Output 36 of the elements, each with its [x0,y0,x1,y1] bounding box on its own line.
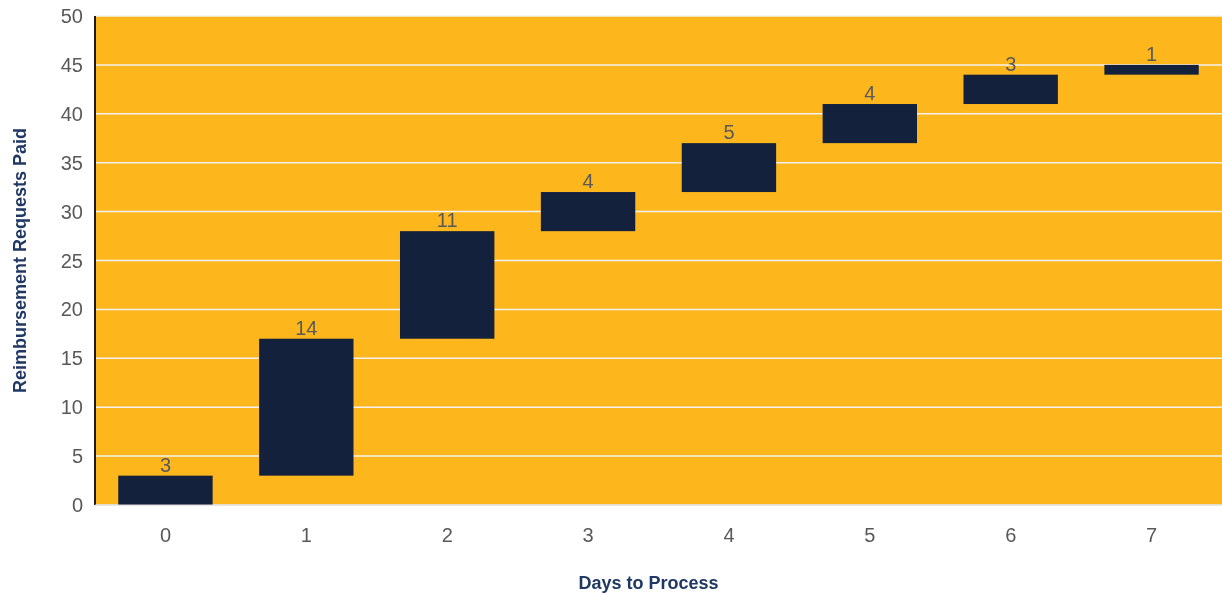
bar [822,104,918,144]
y-tick-label: 5 [71,445,83,468]
y-tick-label: 40 [60,102,83,125]
bar [681,143,777,193]
x-tick-label: 0 [159,524,171,546]
y-tick-label: 20 [60,298,83,321]
x-axis-title: Days to Process [578,573,719,593]
y-tick-label: 0 [71,494,83,516]
data-label: 4 [582,170,594,193]
x-tick-label: 4 [723,524,735,546]
data-label: 4 [864,82,876,105]
y-tick-label: 15 [60,347,83,370]
x-tick-label: 7 [1146,524,1158,546]
x-tick-label: 5 [864,524,876,546]
y-tick-label: 25 [60,249,83,272]
data-label: 1 [1146,42,1158,65]
x-tick-label: 3 [582,524,594,546]
y-axis-title: Reimbursement Requests Paid [10,127,30,394]
y-tick-label: 35 [60,151,83,174]
bar [399,231,495,339]
data-label: 3 [159,453,171,476]
y-tick-label: 10 [60,396,83,419]
bar [1104,64,1199,75]
x-tick-label: 6 [1005,524,1017,546]
y-tick-label: 30 [60,200,83,223]
data-label: 14 [295,316,318,339]
bar [540,192,636,232]
x-tick-label: 1 [300,524,312,546]
y-tick-label: 50 [60,5,83,27]
data-label: 5 [723,121,735,144]
bar [963,74,1058,105]
x-tick-label: 2 [441,524,453,546]
y-tick-label: 45 [60,53,83,76]
bar [118,475,213,505]
bar [259,338,354,476]
data-label: 11 [436,209,458,232]
